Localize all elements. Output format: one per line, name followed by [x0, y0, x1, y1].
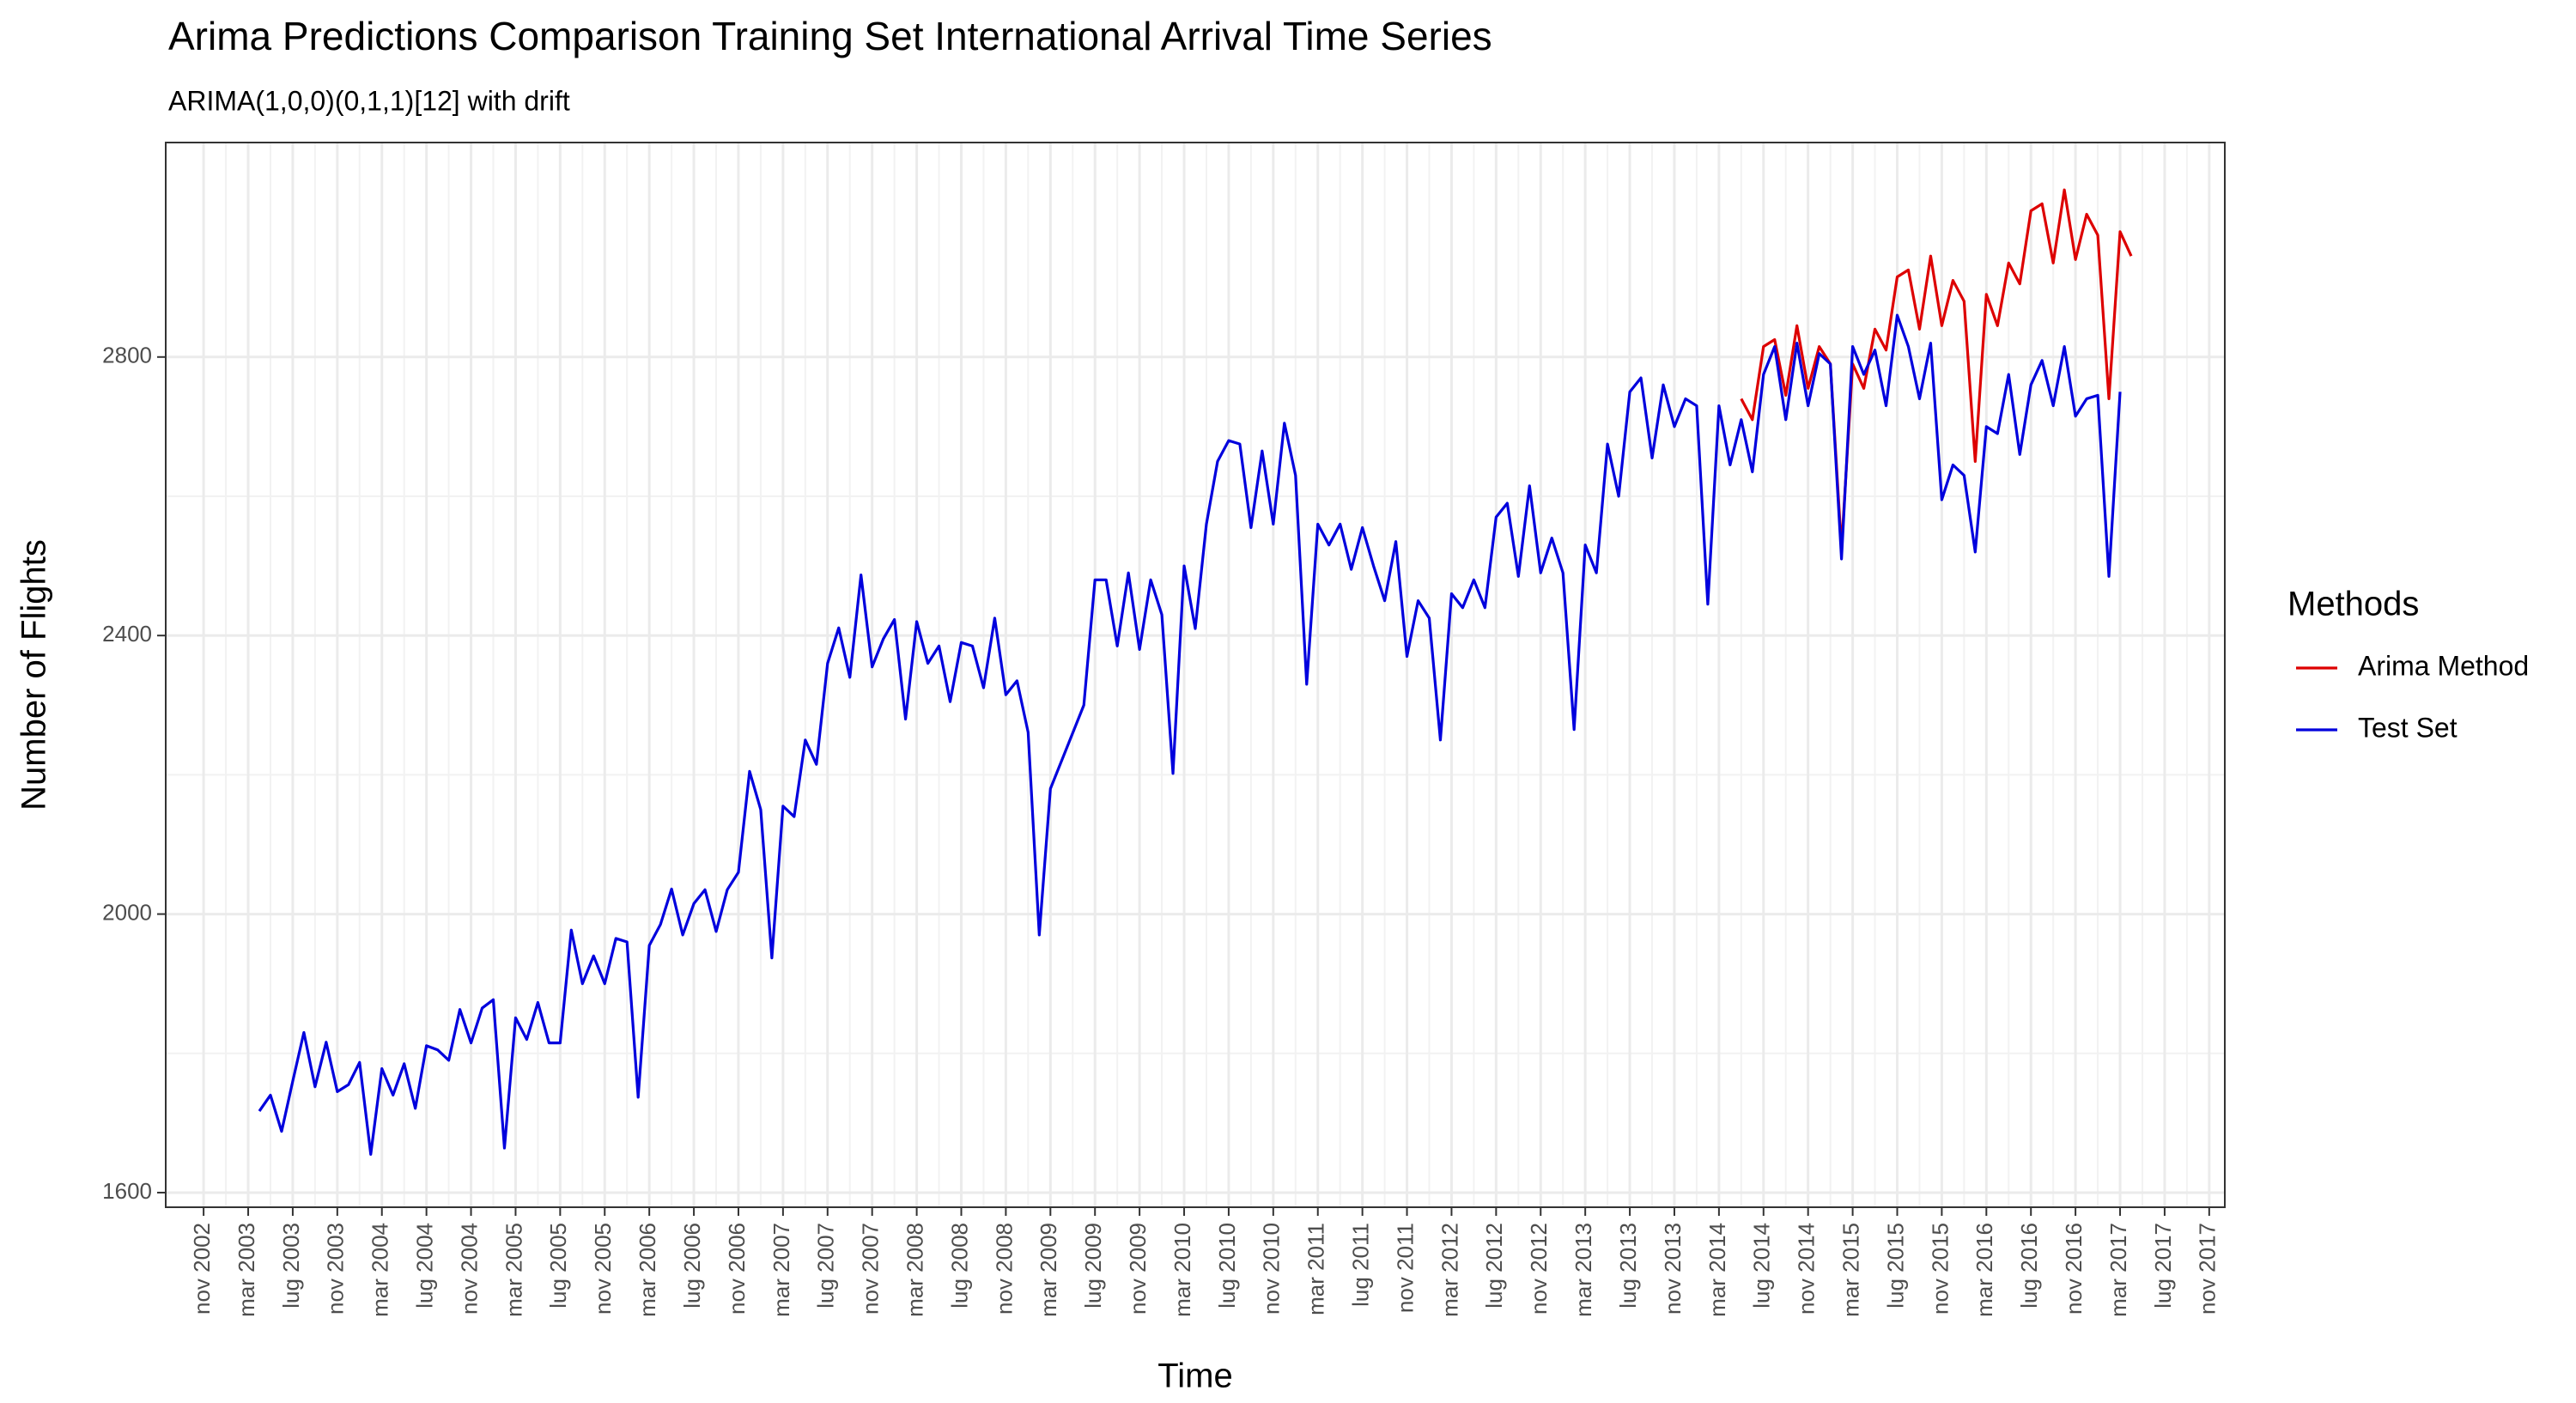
series-line	[1740, 188, 2133, 550]
x-tick-label: nov 2010	[1259, 1223, 1285, 1315]
plot-border	[165, 142, 2226, 1208]
x-tick-label: lug 2017	[2150, 1223, 2176, 1309]
x-tick-label: mar 2013	[1571, 1223, 1596, 1317]
x-tick-label: nov 2003	[323, 1223, 349, 1315]
x-tick-label: nov 2009	[1125, 1223, 1151, 1315]
x-tick-label: mar 2011	[1303, 1223, 1329, 1315]
x-tick-label: mar 2008	[902, 1223, 927, 1317]
x-tick-label: mar 2007	[769, 1223, 794, 1317]
x-tick-label: lug 2007	[813, 1223, 839, 1309]
chart-title: Arima Predictions Comparison Training Se…	[168, 14, 1492, 58]
x-tick-label: lug 2009	[1080, 1223, 1106, 1309]
x-tick-label: lug 2016	[2016, 1223, 2042, 1309]
x-tick-label: lug 2015	[1882, 1223, 1908, 1309]
x-tick-label: mar 2015	[1838, 1223, 1863, 1317]
y-tick-label: 1600	[102, 1178, 152, 1204]
series-line	[258, 313, 2122, 1156]
x-tick-label: mar 2014	[1704, 1223, 1730, 1317]
x-tick-label: nov 2008	[991, 1223, 1017, 1315]
x-tick-label: nov 2013	[1660, 1223, 1686, 1315]
chart-subtitle: ARIMA(1,0,0)(0,1,1)[12] with drift	[168, 85, 570, 116]
x-tick-label: lug 2014	[1749, 1223, 1775, 1309]
x-tick-label: lug 2013	[1615, 1223, 1641, 1309]
legend-label: Test Set	[2358, 712, 2458, 743]
x-tick-label: lug 2003	[278, 1223, 304, 1309]
y-tick-label: 2400	[102, 621, 152, 647]
x-tick-label: nov 2002	[189, 1223, 215, 1315]
x-tick-label: lug 2004	[412, 1223, 438, 1309]
x-tick-label: mar 2006	[635, 1223, 660, 1317]
x-axis-title: Time	[1157, 1357, 1232, 1395]
x-tick-label: lug 2012	[1481, 1223, 1507, 1309]
legend-label: Arima Method	[2358, 650, 2529, 681]
y-axis-title: Number of Flights	[15, 539, 53, 811]
x-tick-label: nov 2015	[1927, 1223, 1953, 1315]
x-tick-label: lug 2010	[1214, 1223, 1240, 1309]
x-tick-label: nov 2004	[456, 1223, 482, 1315]
x-tick-label: mar 2017	[2105, 1223, 2131, 1317]
x-tick-label: lug 2006	[679, 1223, 705, 1309]
x-tick-label: nov 2011	[1392, 1223, 1418, 1313]
x-tick-label: lug 2008	[946, 1223, 972, 1309]
x-tick-label: nov 2016	[2061, 1223, 2087, 1315]
x-tick-label: mar 2005	[501, 1223, 526, 1317]
x-tick-label: lug 2011	[1348, 1223, 1374, 1307]
x-tick-label: nov 2005	[590, 1223, 616, 1315]
x-tick-label: mar 2009	[1036, 1223, 1061, 1317]
x-tick-label: mar 2004	[368, 1223, 393, 1317]
x-tick-label: nov 2006	[724, 1223, 750, 1315]
y-tick-label: 2800	[102, 343, 152, 368]
x-tick-label: nov 2014	[1794, 1223, 1820, 1315]
legend-title: Methods	[2287, 586, 2419, 623]
x-tick-label: nov 2017	[2195, 1223, 2221, 1315]
y-tick-label: 2000	[102, 899, 152, 925]
x-tick-label: mar 2010	[1170, 1223, 1195, 1317]
x-tick-label: mar 2012	[1437, 1223, 1462, 1317]
x-tick-label: mar 2003	[234, 1223, 259, 1317]
x-tick-label: lug 2005	[545, 1223, 571, 1309]
x-tick-label: nov 2012	[1526, 1223, 1552, 1315]
x-tick-label: nov 2007	[858, 1223, 884, 1315]
x-tick-label: mar 2016	[1971, 1223, 1997, 1317]
